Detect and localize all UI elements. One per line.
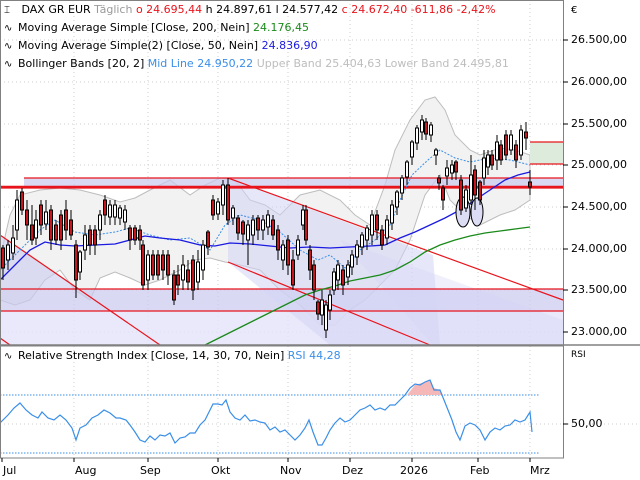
wave-icon: ∿ bbox=[4, 23, 13, 34]
y-tick-label: 26.000,00 bbox=[571, 75, 627, 88]
rsi-overbought-fill bbox=[407, 380, 443, 395]
rsi-line bbox=[0, 379, 533, 446]
bollinger-name: Bollinger Bands bbox=[18, 57, 105, 70]
currency-label: € bbox=[571, 5, 578, 16]
change-pct-value: -2,42% bbox=[456, 3, 496, 16]
rsi-axis-title: RSI bbox=[571, 350, 586, 360]
candles bbox=[1, 115, 532, 338]
sma200-name: Moving Average Simple bbox=[18, 21, 148, 34]
sma50-line bbox=[0, 171, 531, 281]
y-tick-label: 23.000,00 bbox=[571, 325, 627, 338]
high-value: h 24.897,61 bbox=[205, 3, 273, 16]
rsi-legend[interactable]: ∿ Relative Strength Index [Close, 14, 30,… bbox=[4, 349, 341, 364]
x-tick-label: Jul bbox=[3, 464, 17, 477]
y-tick-label: 26.500,00 bbox=[571, 33, 627, 46]
green-target-zone bbox=[530, 142, 563, 164]
x-tick-label: Sep bbox=[140, 464, 161, 477]
bollinger-params: [20, 2] bbox=[107, 57, 145, 70]
sma200-line bbox=[204, 226, 531, 346]
lower-zone bbox=[0, 311, 563, 345]
sma50-params: [Close, 50, Nein] bbox=[166, 39, 259, 52]
sma50-legend[interactable]: ∿ Moving Average Simple(2) [Close, 50, Ne… bbox=[4, 39, 318, 54]
y-tick-label: 25.000,00 bbox=[571, 158, 627, 171]
low-value: l 24.577,42 bbox=[275, 3, 339, 16]
sma200-params: [Close, 200, Nein] bbox=[150, 21, 250, 34]
price-legend: ⌶ DAX GR EUR Täglich o 24.695,44 h 24.89… bbox=[4, 3, 496, 18]
rsi-name: Relative Strength Index bbox=[18, 349, 148, 362]
y-tick-label: 24.000,00 bbox=[571, 242, 627, 255]
wave-icon: ∿ bbox=[4, 59, 13, 70]
x-tick-label: Okt bbox=[211, 464, 231, 477]
x-tick-label: Feb bbox=[470, 464, 490, 477]
bollinger-mid-value: Mid Line 24.950,22 bbox=[147, 57, 254, 70]
rsi-params: [Close, 14, 30, 70, Nein] bbox=[150, 349, 285, 362]
rsi-value: RSI 44,28 bbox=[287, 349, 341, 362]
x-tick-label: Mrz bbox=[530, 464, 550, 477]
y-tick-label: 25.500,00 bbox=[571, 117, 627, 130]
channel-zone bbox=[228, 178, 440, 345]
sma200-value: 24.176,45 bbox=[253, 21, 310, 34]
x-tick-label: Dez bbox=[342, 464, 364, 477]
x-tick-label: Nov bbox=[280, 464, 302, 477]
open-value: o 24.695,44 bbox=[135, 3, 203, 16]
sma50-value: 24.836,90 bbox=[261, 39, 318, 52]
resistance-zone bbox=[24, 178, 563, 188]
wave-icon: ∿ bbox=[4, 351, 13, 362]
close-value: c 24.672,40 bbox=[341, 3, 408, 16]
wave-icon: ∿ bbox=[4, 41, 13, 52]
x-tick-label: Aug bbox=[75, 464, 97, 477]
symbol-name: DAX GR EUR bbox=[21, 3, 91, 16]
rsi-panel bbox=[0, 345, 640, 462]
sma50-name: Moving Average Simple(2) bbox=[18, 39, 164, 52]
x-tick-label: 2026 bbox=[400, 464, 428, 477]
price-panel bbox=[0, 0, 640, 346]
bollinger-legend[interactable]: ∿ Bollinger Bands [20, 2] Mid Line 24.950… bbox=[4, 57, 509, 72]
change-value: -611,86 bbox=[410, 3, 454, 16]
bollinger-upper-value: Upper Band 25.404,63 bbox=[256, 57, 382, 70]
bollinger-lower-value: Lower Band 24.495,81 bbox=[384, 57, 509, 70]
interval-label: Täglich bbox=[94, 3, 133, 16]
y-tick-label: 24.500,00 bbox=[571, 200, 627, 213]
right-channel-zone bbox=[340, 240, 563, 345]
candlestick-icon: ⌶ bbox=[4, 5, 10, 16]
rsi-axis-label: 50,00 bbox=[571, 417, 603, 430]
y-tick-label: 23.500,00 bbox=[571, 283, 627, 296]
sma200-legend[interactable]: ∿ Moving Average Simple [Close, 200, Nein… bbox=[4, 21, 309, 36]
